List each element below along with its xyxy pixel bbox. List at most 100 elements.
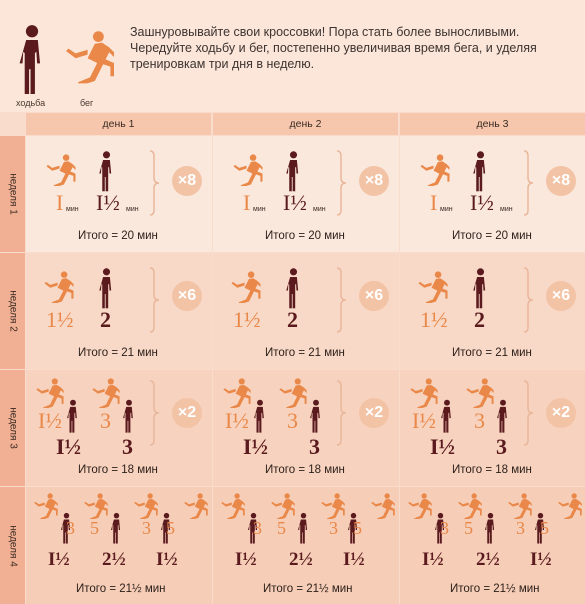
repeat-brace-icon [523, 150, 534, 216]
running-person-icon [184, 493, 208, 519]
running-person-icon [408, 493, 432, 519]
repeat-brace-icon [149, 150, 160, 216]
running-person-icon [233, 154, 263, 186]
repeat-badge: ×2 [359, 398, 389, 428]
repeat-badge: ×2 [546, 398, 576, 428]
total-time: Итого = 18 мин [78, 464, 158, 476]
legend-walk-label: ходьба [16, 98, 46, 108]
run-duration-3: 3 [142, 518, 151, 538]
running-person-icon [371, 493, 395, 519]
repeat-badge: ×6 [172, 281, 202, 311]
running-person-icon [134, 493, 158, 519]
running-person-icon [271, 493, 295, 519]
walk-duration-2: 3 [309, 434, 320, 459]
walking-person-icon [484, 511, 497, 545]
run-duration-2: 3 [474, 408, 485, 433]
total-time: Итого = 21½ мин [450, 583, 540, 595]
walk-duration-1: I½ [56, 434, 82, 459]
run-duration-4: 5 [353, 518, 362, 538]
total-time: Итого = 18 мин [452, 464, 532, 476]
total-time: Итого = 20 мин [265, 230, 345, 242]
run-unit: мин [253, 206, 266, 213]
repeat-badge: ×8 [359, 166, 389, 196]
running-person-icon [92, 378, 120, 408]
walk-duration: I½ [96, 190, 120, 215]
running-person-icon [458, 493, 482, 519]
repeat-brace-icon [149, 267, 160, 333]
run-duration-2: 3 [287, 408, 298, 433]
walk-duration: 2 [474, 307, 485, 332]
run-duration: I [430, 190, 438, 215]
run-duration-2: 3 [100, 408, 111, 433]
run-duration: 1½ [46, 307, 74, 332]
cell-week4-day2: 3 5 3 5 I½ 2½ I½ Итого = 21½ мин [213, 487, 399, 604]
total-time: Итого = 21½ мин [76, 583, 166, 595]
week-label-3: неделя 3 [0, 370, 25, 486]
walk-duration-2: 3 [122, 434, 133, 459]
repeat-brace-icon [149, 380, 160, 446]
run-duration-2: 5 [90, 518, 99, 538]
running-person-icon [418, 271, 448, 303]
walking-person-icon [98, 150, 115, 192]
repeat-brace-icon [523, 380, 534, 446]
cell-week3-day3: I½ 3 I½ 3 ×2 Итого = 18 мин [400, 370, 585, 486]
run-unit: мин [440, 206, 453, 213]
running-person-icon [321, 493, 345, 519]
run-duration-3: 3 [329, 518, 338, 538]
run-duration-1: I½ [412, 408, 436, 433]
run-duration: 1½ [233, 307, 261, 332]
legend-run-label: бег [80, 98, 94, 108]
cell-week4-day1: 3 5 3 5 I½ 2½ I½ Итого = 21½ мин [26, 487, 212, 604]
week-label-4: неделя 4 [0, 487, 25, 604]
walk-unit: мин [126, 206, 139, 213]
running-person-icon [46, 154, 76, 186]
walking-person-icon [472, 267, 489, 309]
repeat-badge: ×2 [172, 398, 202, 428]
walk-duration: 2 [287, 307, 298, 332]
walk-duration-1: I½ [430, 434, 456, 459]
running-person-icon [221, 493, 245, 519]
walk-duration-2: 2½ [102, 549, 126, 570]
walk-duration: I½ [470, 190, 494, 215]
repeat-brace-icon [336, 267, 347, 333]
week-label-1: неделя 1 [0, 136, 25, 252]
running-person-icon [44, 271, 74, 303]
total-time: Итого = 21 мин [452, 347, 532, 359]
walking-person-icon [16, 24, 48, 94]
walking-person-icon [297, 511, 310, 545]
walk-duration-1: I½ [243, 434, 269, 459]
walking-person-icon [253, 398, 267, 434]
run-duration-1: I½ [225, 408, 249, 433]
intro-text: Зашнуровывайте свои кроссовки! Пора стат… [130, 25, 537, 71]
walk-duration-1: I½ [422, 549, 444, 570]
total-time: Итого = 20 мин [452, 230, 532, 242]
cell-week3-day1: I½ 3 I½ 3 ×2 Итого = 18 мин [26, 370, 212, 486]
walking-person-icon [285, 150, 302, 192]
repeat-badge: ×8 [546, 166, 576, 196]
running-person-icon [223, 378, 251, 408]
walk-unit: мин [500, 206, 513, 213]
walk-duration: I½ [283, 190, 307, 215]
day-header-2: день 2 [213, 113, 398, 135]
repeat-brace-icon [336, 380, 347, 446]
walking-person-icon [309, 398, 323, 434]
walking-person-icon [472, 150, 489, 192]
running-person-icon [279, 378, 307, 408]
running-person-icon [420, 154, 450, 186]
walk-unit: мин [313, 206, 326, 213]
repeat-brace-icon [523, 267, 534, 333]
running-person-icon [410, 378, 438, 408]
walking-person-icon [110, 511, 123, 545]
total-time: Итого = 21 мин [78, 347, 158, 359]
cell-week2-day1: 1½ 2 ×6 Итого = 21 мин [26, 253, 212, 369]
walk-duration-2: 2½ [289, 549, 313, 570]
total-time: Итого = 21½ мин [263, 583, 353, 595]
walking-person-icon [122, 398, 136, 434]
repeat-brace-icon [336, 150, 347, 216]
walking-person-icon [440, 398, 454, 434]
run-duration-4: 5 [540, 518, 549, 538]
run-duration-3: 3 [516, 518, 525, 538]
